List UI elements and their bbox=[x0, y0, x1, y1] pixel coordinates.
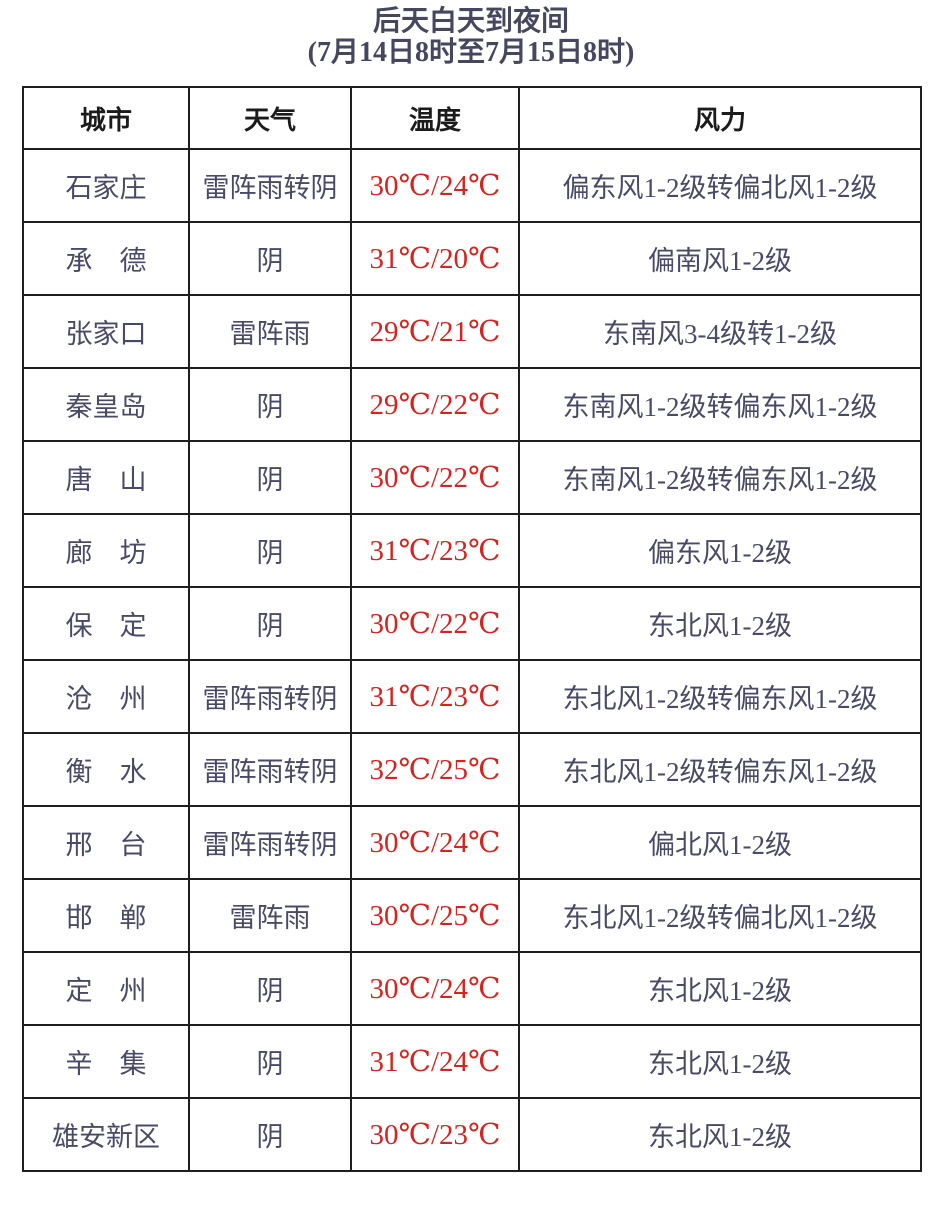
weather-cell: 雷阵雨转阴 bbox=[188, 805, 352, 880]
weather-cell: 阴 bbox=[188, 586, 352, 661]
page-title: 后天白天到夜间 (7月14日8时至7月15日8时) bbox=[0, 0, 942, 68]
city-cell: 雄安新区 bbox=[22, 1097, 190, 1172]
table-row: 廊 坊 阴 31℃/23℃ 偏东风1-2级 bbox=[22, 513, 922, 588]
wind-cell: 东北风1-2级 bbox=[518, 1097, 922, 1172]
table-row: 雄安新区 阴 30℃/23℃ 东北风1-2级 bbox=[22, 1097, 922, 1172]
weather-cell: 阴 bbox=[188, 1024, 352, 1099]
weather-cell: 阴 bbox=[188, 513, 352, 588]
city-cell: 唐 山 bbox=[22, 440, 190, 515]
table-row: 保 定 阴 30℃/22℃ 东北风1-2级 bbox=[22, 586, 922, 661]
temperature-cell: 32℃/25℃ bbox=[350, 732, 520, 807]
temperature-cell: 31℃/23℃ bbox=[350, 659, 520, 734]
title-line-2: (7月14日8时至7月15日8时) bbox=[307, 37, 635, 68]
weather-cell: 阴 bbox=[188, 367, 352, 442]
city-cell: 定 州 bbox=[22, 951, 190, 1026]
forecast-table-body: 石家庄 雷阵雨转阴 30℃/24℃ 偏东风1-2级转偏北风1-2级 承 德 阴 … bbox=[22, 148, 922, 1172]
wind-cell: 东北风1-2级 bbox=[518, 951, 922, 1026]
temperature-cell: 30℃/22℃ bbox=[350, 440, 520, 515]
weather-cell: 阴 bbox=[188, 221, 352, 296]
temperature-cell: 30℃/24℃ bbox=[350, 805, 520, 880]
weather-cell: 阴 bbox=[188, 951, 352, 1026]
city-cell: 衡 水 bbox=[22, 732, 190, 807]
temperature-cell: 30℃/23℃ bbox=[350, 1097, 520, 1172]
wind-cell: 东北风1-2级转偏东风1-2级 bbox=[518, 732, 922, 807]
weather-cell: 雷阵雨转阴 bbox=[188, 732, 352, 807]
table-row: 邯 郸 雷阵雨 30℃/25℃ 东北风1-2级转偏北风1-2级 bbox=[22, 878, 922, 953]
header-city: 城市 bbox=[22, 86, 190, 150]
table-row: 承 德 阴 31℃/20℃ 偏南风1-2级 bbox=[22, 221, 922, 296]
table-row: 石家庄 雷阵雨转阴 30℃/24℃ 偏东风1-2级转偏北风1-2级 bbox=[22, 148, 922, 223]
header-wind: 风力 bbox=[518, 86, 922, 150]
wind-cell: 东南风3-4级转1-2级 bbox=[518, 294, 922, 369]
city-cell: 辛 集 bbox=[22, 1024, 190, 1099]
city-cell: 廊 坊 bbox=[22, 513, 190, 588]
wind-cell: 东南风1-2级转偏东风1-2级 bbox=[518, 367, 922, 442]
temperature-cell: 30℃/24℃ bbox=[350, 951, 520, 1026]
temperature-cell: 30℃/22℃ bbox=[350, 586, 520, 661]
table-row: 辛 集 阴 31℃/24℃ 东北风1-2级 bbox=[22, 1024, 922, 1099]
weather-cell: 雷阵雨 bbox=[188, 294, 352, 369]
weather-cell: 阴 bbox=[188, 440, 352, 515]
header-weather: 天气 bbox=[188, 86, 352, 150]
temperature-cell: 30℃/24℃ bbox=[350, 148, 520, 223]
wind-cell: 东北风1-2级转偏北风1-2级 bbox=[518, 878, 922, 953]
table-row: 张家口 雷阵雨 29℃/21℃ 东南风3-4级转1-2级 bbox=[22, 294, 922, 369]
wind-cell: 偏北风1-2级 bbox=[518, 805, 922, 880]
header-temperature: 温度 bbox=[350, 86, 520, 150]
temperature-cell: 31℃/24℃ bbox=[350, 1024, 520, 1099]
wind-cell: 东南风1-2级转偏东风1-2级 bbox=[518, 440, 922, 515]
temperature-cell: 29℃/22℃ bbox=[350, 367, 520, 442]
city-cell: 邢 台 bbox=[22, 805, 190, 880]
title-line-1: 后天白天到夜间 bbox=[372, 6, 569, 37]
table-row: 衡 水 雷阵雨转阴 32℃/25℃ 东北风1-2级转偏东风1-2级 bbox=[22, 732, 922, 807]
city-cell: 承 德 bbox=[22, 221, 190, 296]
table-row: 沧 州 雷阵雨转阴 31℃/23℃ 东北风1-2级转偏东风1-2级 bbox=[22, 659, 922, 734]
table-row: 秦皇岛 阴 29℃/22℃ 东南风1-2级转偏东风1-2级 bbox=[22, 367, 922, 442]
temperature-cell: 29℃/21℃ bbox=[350, 294, 520, 369]
header-row: 城市 天气 温度 风力 bbox=[22, 86, 922, 150]
weather-cell: 雷阵雨 bbox=[188, 878, 352, 953]
city-cell: 石家庄 bbox=[22, 148, 190, 223]
wind-cell: 偏南风1-2级 bbox=[518, 221, 922, 296]
wind-cell: 东北风1-2级 bbox=[518, 1024, 922, 1099]
wind-cell: 东北风1-2级 bbox=[518, 586, 922, 661]
temperature-cell: 30℃/25℃ bbox=[350, 878, 520, 953]
temperature-cell: 31℃/23℃ bbox=[350, 513, 520, 588]
city-cell: 保 定 bbox=[22, 586, 190, 661]
city-cell: 沧 州 bbox=[22, 659, 190, 734]
weather-cell: 雷阵雨转阴 bbox=[188, 659, 352, 734]
city-cell: 邯 郸 bbox=[22, 878, 190, 953]
city-cell: 秦皇岛 bbox=[22, 367, 190, 442]
weather-cell: 阴 bbox=[188, 1097, 352, 1172]
table-row: 定 州 阴 30℃/24℃ 东北风1-2级 bbox=[22, 951, 922, 1026]
forecast-table: 城市 天气 温度 风力 石家庄 雷阵雨转阴 30℃/24℃ 偏东风1-2级转偏北… bbox=[22, 86, 922, 1172]
wind-cell: 偏东风1-2级 bbox=[518, 513, 922, 588]
city-cell: 张家口 bbox=[22, 294, 190, 369]
wind-cell: 东北风1-2级转偏东风1-2级 bbox=[518, 659, 922, 734]
table-row: 邢 台 雷阵雨转阴 30℃/24℃ 偏北风1-2级 bbox=[22, 805, 922, 880]
wind-cell: 偏东风1-2级转偏北风1-2级 bbox=[518, 148, 922, 223]
temperature-cell: 31℃/20℃ bbox=[350, 221, 520, 296]
weather-cell: 雷阵雨转阴 bbox=[188, 148, 352, 223]
table-row: 唐 山 阴 30℃/22℃ 东南风1-2级转偏东风1-2级 bbox=[22, 440, 922, 515]
